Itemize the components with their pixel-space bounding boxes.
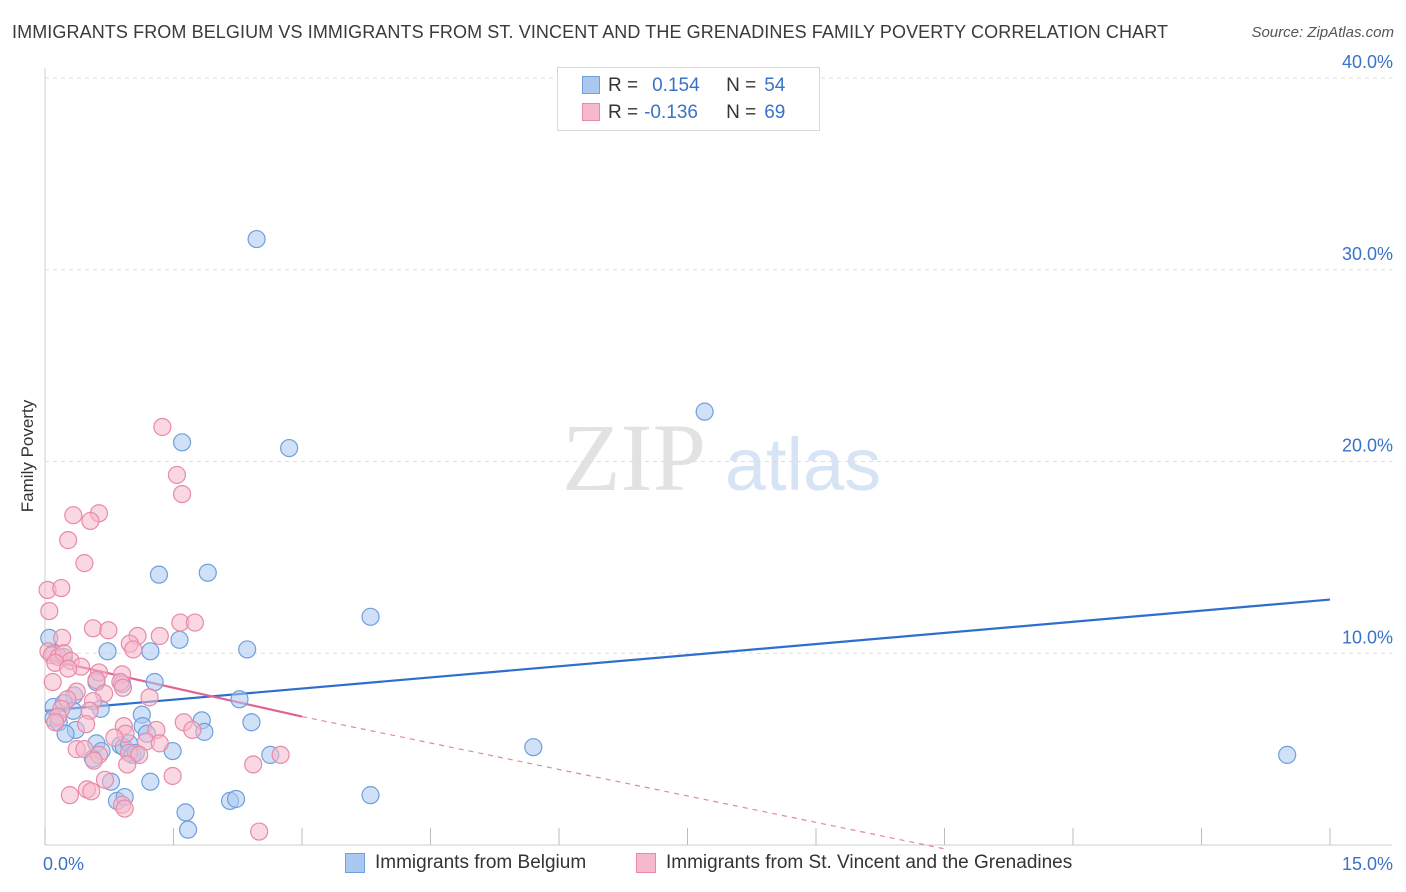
data-point-belgium[interactable] [238,640,257,659]
data-point-belgium[interactable] [141,642,160,661]
y-tick-label: 10.0% [1342,627,1393,647]
data-point-st-vincent[interactable] [52,578,71,598]
series-legend: Immigrants from Belgium Immigrants from … [0,852,1406,878]
legend-swatch-st-vincent [582,103,600,121]
data-point-belgium[interactable] [145,672,164,692]
data-point-st-vincent[interactable] [124,640,143,659]
data-point-st-vincent[interactable] [167,465,187,485]
data-point-belgium[interactable] [695,402,714,421]
legend-row-belgium: R = 0.154 N = 54 [582,74,786,98]
data-point-belgium[interactable] [141,772,160,791]
series-swatch-st-vincent [636,853,656,873]
data-point-st-vincent[interactable] [87,670,106,690]
data-point-st-vincent[interactable] [53,628,72,648]
data-point-belgium[interactable] [242,713,261,732]
data-point-belgium[interactable] [247,229,266,249]
x-tick-label: 15.0% [1342,854,1393,874]
legend-n-value: 69 [764,102,786,123]
series-legend-st-vincent[interactable]: Immigrants from St. Vincent and the Gren… [636,852,1072,874]
data-point-belgium[interactable] [98,642,117,661]
data-point-belgium[interactable] [56,724,75,743]
data-point-st-vincent[interactable] [43,672,62,692]
y-tick-label: 20.0% [1342,436,1393,456]
data-point-belgium[interactable] [280,438,299,458]
x-tick-label: 0.0% [43,854,84,874]
watermark-zip: ZIP [562,404,706,511]
watermark-atlas: atlas [725,423,881,506]
trend-line-belgium [44,598,1331,712]
chart-title: IMMIGRANTS FROM BELGIUM VS IMMIGRANTS FR… [12,22,1169,42]
data-point-st-vincent[interactable] [150,734,169,753]
data-point-belgium[interactable] [230,690,249,709]
data-point-st-vincent[interactable] [60,786,79,805]
data-point-st-vincent[interactable] [77,715,96,734]
data-point-st-vincent[interactable] [83,619,103,638]
data-point-st-vincent[interactable] [95,770,115,789]
legend-n-value: 54 [764,75,786,96]
series-swatch-belgium [345,853,365,873]
stats-legend: R = 0.154 N = 54 R = -0.136 N = 69 [557,67,820,131]
tick-labels: 10.0% 20.0% 30.0% 40.0% 0.0% 15.0% [43,52,1393,874]
data-point-st-vincent[interactable] [59,659,78,678]
data-point-belgium[interactable] [170,630,189,649]
data-point-st-vincent[interactable] [118,755,137,774]
legend-r-value: 0.154 [652,75,700,96]
data-point-belgium[interactable] [178,820,198,839]
data-point-st-vincent[interactable] [185,613,205,632]
y-tick-label: 30.0% [1342,244,1393,264]
data-point-belgium[interactable] [361,607,380,626]
data-point-belgium[interactable] [226,789,246,809]
data-point-belgium[interactable] [524,738,543,757]
y-tick-label: 40.0% [1342,52,1393,72]
data-point-st-vincent[interactable] [113,678,133,697]
trend-lines [44,598,1331,850]
data-point-belgium[interactable] [361,786,380,805]
data-point-st-vincent[interactable] [250,822,269,841]
data-point-st-vincent[interactable] [183,720,202,740]
legend-r-value: -0.136 [644,102,698,123]
grid-lines [45,77,1392,654]
source-credit: Source: ZipAtlas.com [1251,24,1394,41]
series-label-belgium: Immigrants from Belgium [375,852,587,873]
data-point-st-vincent[interactable] [46,713,65,732]
data-points [38,229,1297,841]
data-point-st-vincent[interactable] [172,484,192,504]
data-point-st-vincent[interactable] [84,751,103,770]
data-point-st-vincent[interactable] [163,766,182,786]
data-point-st-vincent[interactable] [82,782,101,801]
data-point-st-vincent[interactable] [75,554,94,573]
data-point-st-vincent[interactable] [40,601,59,621]
data-point-belgium[interactable] [172,433,192,452]
data-point-st-vincent[interactable] [140,688,159,707]
data-point-st-vincent[interactable] [153,417,172,437]
data-point-st-vincent[interactable] [150,626,169,646]
data-point-st-vincent[interactable] [105,728,124,747]
data-point-belgium[interactable] [149,565,169,584]
trend-extension-st-vincent [301,715,945,850]
legend-r-key: R = [608,75,639,96]
data-point-st-vincent[interactable] [81,511,100,531]
legend-swatch-belgium [582,76,600,94]
data-point-st-vincent[interactable] [244,755,263,774]
legend-n-key: N = [726,102,757,123]
legend-r-key: R = [608,102,639,123]
data-point-st-vincent[interactable] [271,745,290,764]
data-point-st-vincent[interactable] [99,621,118,640]
series-legend-belgium[interactable]: Immigrants from Belgium [345,852,586,874]
data-point-st-vincent[interactable] [59,531,78,550]
data-point-st-vincent[interactable] [130,745,149,764]
legend-n-key: N = [726,75,757,96]
watermark: ZIP atlas [562,404,881,511]
data-point-belgium[interactable] [176,803,195,822]
data-point-belgium[interactable] [1278,745,1297,764]
data-point-belgium[interactable] [198,563,217,582]
data-point-st-vincent[interactable] [64,506,83,525]
series-label-st-vincent: Immigrants from St. Vincent and the Gren… [666,852,1073,873]
data-point-st-vincent[interactable] [115,799,134,818]
legend-row-st-vincent: R = -0.136 N = 69 [582,101,786,125]
